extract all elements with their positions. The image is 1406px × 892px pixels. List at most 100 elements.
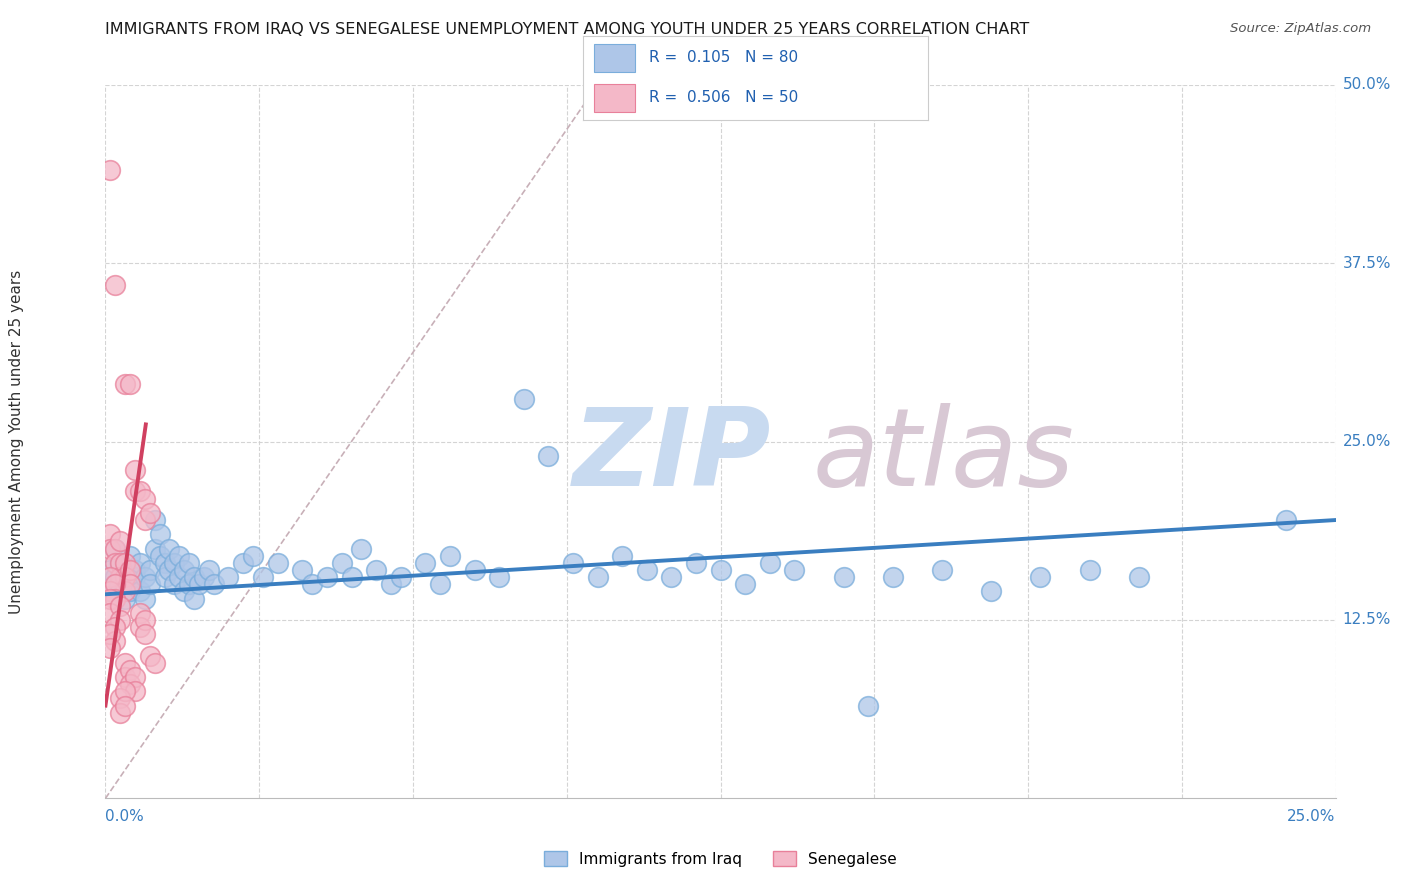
Point <box>429 577 451 591</box>
Point <box>134 627 156 641</box>
Point <box>330 556 353 570</box>
Point <box>98 563 122 577</box>
Point <box>179 577 201 591</box>
Point <box>120 549 141 563</box>
Point <box>315 570 337 584</box>
Point <box>138 648 162 663</box>
Point <box>173 563 195 577</box>
Point <box>183 570 205 584</box>
Point <box>124 563 146 577</box>
Point <box>110 613 132 627</box>
Point <box>138 563 162 577</box>
Point <box>98 591 122 606</box>
Point <box>110 556 132 570</box>
Point <box>858 698 880 713</box>
Point <box>143 656 166 670</box>
Point <box>120 584 141 599</box>
Point <box>129 606 152 620</box>
Point <box>734 577 756 591</box>
Text: IMMIGRANTS FROM IRAQ VS SENEGALESE UNEMPLOYMENT AMONG YOUTH UNDER 25 YEARS CORRE: IMMIGRANTS FROM IRAQ VS SENEGALESE UNEMP… <box>105 22 1029 37</box>
Point <box>120 377 141 392</box>
Point <box>134 513 156 527</box>
Point <box>464 563 486 577</box>
Point <box>110 577 132 591</box>
Point <box>1029 570 1052 584</box>
Point <box>114 591 136 606</box>
Point <box>931 563 953 577</box>
Point <box>114 377 136 392</box>
Point <box>188 577 211 591</box>
Point <box>661 570 683 584</box>
Point <box>104 541 127 556</box>
Point <box>301 577 323 591</box>
Point <box>179 556 201 570</box>
Point <box>832 570 855 584</box>
Point <box>163 577 186 591</box>
Point <box>114 570 136 584</box>
Point <box>169 549 191 563</box>
Point <box>610 549 633 563</box>
Point <box>783 563 806 577</box>
Text: atlas: atlas <box>813 403 1074 508</box>
Point <box>124 463 146 477</box>
Point <box>340 570 363 584</box>
Text: 12.5%: 12.5% <box>1343 613 1391 627</box>
Point <box>562 556 585 570</box>
Point <box>197 563 219 577</box>
Text: ZIP: ZIP <box>574 403 772 508</box>
Point <box>114 556 136 570</box>
Point <box>218 570 240 584</box>
Point <box>110 599 132 613</box>
Point <box>104 577 127 591</box>
Point <box>193 570 215 584</box>
Point <box>882 570 904 584</box>
Point <box>114 698 136 713</box>
Point <box>114 584 136 599</box>
Text: Unemployment Among Youth under 25 years: Unemployment Among Youth under 25 years <box>10 269 24 614</box>
Bar <box>593 84 636 112</box>
Point <box>153 556 176 570</box>
Point <box>242 549 264 563</box>
Point <box>169 570 191 584</box>
Point <box>159 541 180 556</box>
Point <box>98 163 122 178</box>
Point <box>104 620 127 634</box>
Point <box>98 584 122 599</box>
Point <box>98 584 122 599</box>
Point <box>143 513 166 527</box>
Point <box>149 549 172 563</box>
Point <box>110 534 132 549</box>
Text: R =  0.506   N = 50: R = 0.506 N = 50 <box>650 90 799 105</box>
Point <box>413 556 436 570</box>
Text: R =  0.105   N = 80: R = 0.105 N = 80 <box>650 50 799 65</box>
Point <box>232 556 254 570</box>
Point <box>759 556 782 570</box>
Point <box>104 634 127 648</box>
Point <box>202 577 225 591</box>
Point <box>636 563 658 577</box>
Point <box>124 670 146 684</box>
Point <box>114 656 136 670</box>
Point <box>120 577 141 591</box>
Point <box>153 570 176 584</box>
Point <box>159 563 180 577</box>
Point <box>537 449 560 463</box>
Point <box>163 556 186 570</box>
Point <box>183 591 205 606</box>
Point <box>173 584 195 599</box>
Point <box>439 549 461 563</box>
Point <box>380 577 402 591</box>
Point <box>586 570 609 584</box>
Point <box>685 556 707 570</box>
Point <box>124 684 146 698</box>
Text: 25.0%: 25.0% <box>1288 809 1336 823</box>
Point <box>129 620 152 634</box>
Point <box>120 677 141 691</box>
Point <box>98 641 122 656</box>
Point <box>366 563 388 577</box>
Point <box>110 706 132 720</box>
Text: Source: ZipAtlas.com: Source: ZipAtlas.com <box>1230 22 1371 36</box>
Point <box>1078 563 1101 577</box>
Text: 50.0%: 50.0% <box>1343 78 1391 92</box>
Point <box>120 563 141 577</box>
